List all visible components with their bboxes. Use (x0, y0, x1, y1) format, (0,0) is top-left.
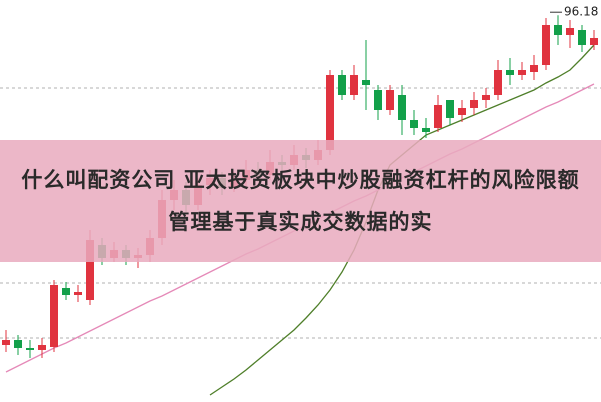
candle-body (86, 240, 94, 300)
candle-body (38, 345, 46, 350)
candle-body (506, 70, 514, 75)
candle-body (482, 95, 490, 100)
candle-body (566, 28, 574, 35)
candle-body (386, 90, 394, 110)
candle-body (590, 38, 598, 45)
candle-body (14, 340, 22, 348)
candle-body (350, 75, 358, 95)
candle-body (422, 128, 430, 132)
candle-body (362, 80, 370, 85)
candle-body (50, 285, 58, 347)
candle-body (2, 340, 10, 345)
candle-body (74, 292, 82, 295)
candle-body (446, 100, 454, 118)
candle-body (530, 65, 538, 72)
title: 什么叫配资公司 亚太投资板块中炒股融资杠杆的风险限额管理基于真实成交数据的实 (21, 168, 580, 234)
candle-body (62, 288, 70, 295)
candle-body (554, 25, 562, 35)
banner: 什么叫配资公司 亚太投资板块中炒股融资杠杆的风险限额管理基于真实成交数据的实 (0, 140, 601, 262)
candle-body (518, 70, 526, 75)
candle-body (494, 70, 502, 95)
candle-body (458, 108, 466, 115)
candle-body (434, 105, 442, 128)
candle-body (542, 25, 550, 65)
candle-body (470, 100, 478, 108)
candle-body (26, 348, 34, 350)
candle-body (326, 75, 334, 150)
candle-body (410, 120, 418, 128)
candle-body (338, 75, 346, 95)
annotation-label: 96.18 (564, 5, 598, 19)
candle-body (398, 95, 406, 120)
candle-body (578, 30, 586, 45)
candle-body (374, 90, 382, 110)
